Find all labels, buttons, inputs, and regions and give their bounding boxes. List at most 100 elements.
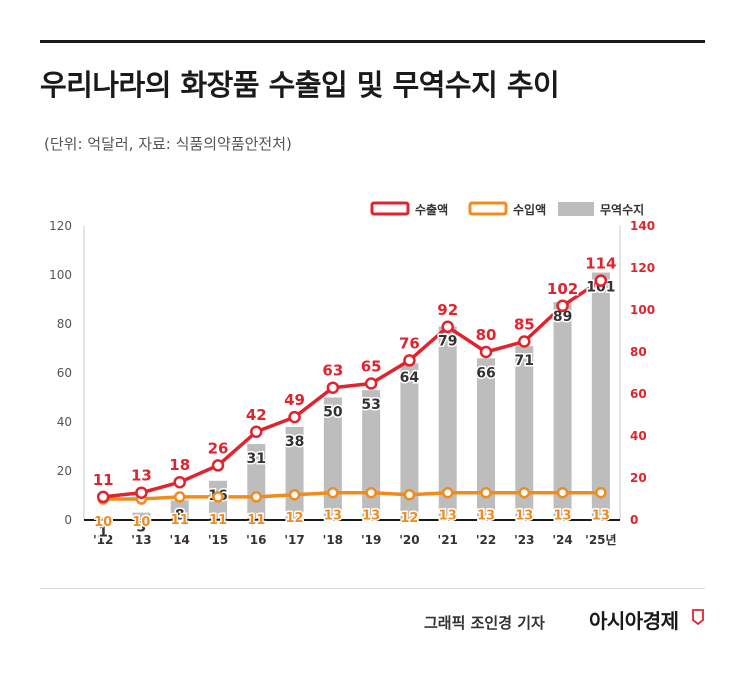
x-tick-label: '20 [399,533,419,547]
export-point [96,490,110,504]
export-point [594,274,608,287]
export-value-label: 18 [169,456,190,474]
balance-bar [362,390,381,520]
page-title: 우리나라의 화장품 수출입 및 무역수지 추이 [40,68,560,102]
legend-import-label: 수입액 [513,203,546,217]
import-value-label: 11 [209,513,227,528]
left-tick-label: 60 [57,366,72,380]
balance-value-label: 50 [323,405,343,421]
export-point [518,335,531,348]
right-tick-label: 40 [630,429,647,443]
right-tick-label: 80 [630,345,647,359]
left-tick-label: 40 [57,415,72,429]
export-point [403,354,416,367]
right-tick-label: 0 [630,513,638,527]
import-point [595,486,607,499]
x-tick-label: '13 [131,533,151,547]
import-value-label: 10 [94,515,112,530]
export-point [556,299,569,313]
import-point [250,491,263,503]
export-point [173,475,186,489]
brand-logo-icon [692,609,704,625]
balance-value-label: 79 [438,333,457,349]
x-tick-label: '25년 [585,533,616,547]
export-value-label: 114 [585,255,616,273]
x-tick-label: '15 [208,533,228,547]
balance-value-label: 31 [247,451,266,467]
export-value-label: 102 [547,280,578,298]
right-tick-label: 100 [630,303,655,317]
import-point [173,491,186,503]
import-value-label: 13 [554,509,572,524]
import-point [480,486,492,499]
bottom-rule [40,588,705,589]
right-tick-label: 20 [630,471,647,485]
legend-import-swatch [468,201,508,216]
import-point [441,486,454,499]
export-value-label: 13 [131,467,152,485]
export-value-label: 80 [476,326,497,344]
legend-balance-swatch [558,202,594,216]
export-point [441,320,454,334]
x-tick-label: '21 [438,533,458,547]
legend-export-label: 수출액 [415,202,448,217]
balance-value-label: 89 [553,309,572,325]
export-value-label: 11 [93,471,114,489]
import-point [556,486,569,499]
right-tick-label: 120 [630,261,655,275]
import-value-label: 10 [132,515,150,530]
import-value-label: 13 [324,509,342,524]
import-value-label: 13 [362,509,380,524]
balance-value-label: 101 [586,280,615,296]
balance-value-label: 1 [98,525,108,541]
x-tick-label: '19 [361,533,381,547]
balance-bar [94,517,113,520]
import-point [288,489,301,501]
import-value-label: 13 [477,509,495,524]
import-value-label: 11 [247,513,265,528]
page-subtitle: (단위: 억달러, 자료: 식품의약품안전처) [44,135,292,153]
top-rule [40,40,705,43]
left-tick-label: 120 [49,219,72,233]
legend-export-swatch [370,201,410,216]
left-tick-label: 100 [49,268,72,282]
balance-value-label: 66 [476,365,495,381]
x-tick-label: '23 [514,533,534,547]
balance-value-label: 8 [175,507,185,523]
export-point [135,486,148,499]
graphic-credit: 그래픽 조인경 기자 [424,614,545,632]
left-tick-label: 20 [57,464,72,478]
legend-balance-label: 무역수지 [600,202,644,217]
export-value-label: 85 [514,316,535,334]
x-tick-label: '18 [323,533,343,547]
brand-name: 아시아경제 [589,609,679,633]
import-point [518,486,531,499]
x-tick-label: '17 [284,533,304,547]
balance-bar [247,444,266,520]
export-value-label: 42 [246,406,267,424]
left-tick-label: 0 [64,513,72,527]
balance-bar [591,272,610,520]
right-tick-label: 60 [630,387,647,401]
export-point [326,381,340,394]
export-point [479,345,493,359]
x-tick-label: '16 [246,533,266,547]
export-point [364,377,378,390]
import-point [365,486,377,499]
balance-bar [477,358,495,520]
import-point [327,486,339,499]
balance-bar [553,301,572,520]
import-value-label: 13 [592,509,610,524]
import-line [101,490,603,501]
balance-bar [132,512,151,520]
export-value-label: 49 [284,391,305,409]
import-point [212,491,224,503]
export-line [101,278,603,499]
import-value-label: 12 [286,511,304,526]
export-value-label: 76 [399,334,420,352]
export-point [288,410,301,424]
export-value-label: 92 [437,301,458,319]
x-tick-label: '24 [552,533,572,547]
x-tick-label: '22 [476,533,496,547]
